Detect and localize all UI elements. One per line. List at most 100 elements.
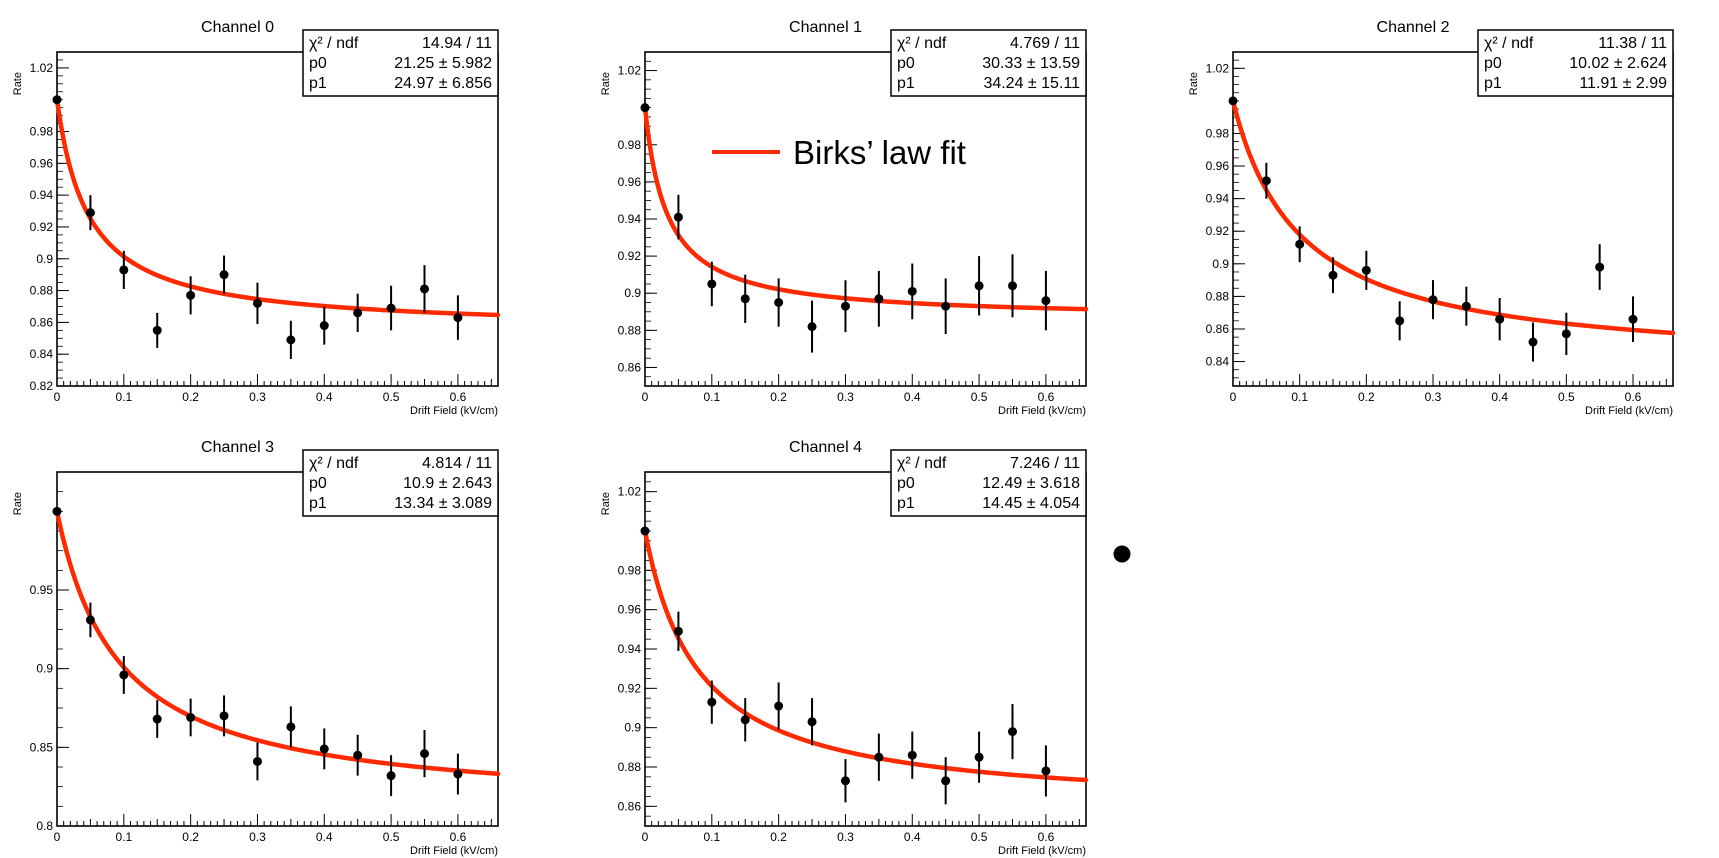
data-point bbox=[52, 95, 62, 105]
data-point bbox=[1328, 257, 1338, 294]
x-tick-label: 0.5 bbox=[971, 390, 988, 404]
stats-label: p1 bbox=[897, 495, 915, 512]
y-tick-label: 0.96 bbox=[618, 175, 642, 189]
data-point bbox=[673, 194, 683, 240]
stats-label: p0 bbox=[1484, 55, 1502, 72]
point-marker bbox=[186, 290, 196, 300]
y-tick-label: 0.85 bbox=[30, 740, 54, 754]
point-marker bbox=[1461, 301, 1471, 311]
x-tick-label: 0.6 bbox=[450, 830, 467, 844]
data-point bbox=[1041, 745, 1051, 797]
stats-label: χ² / ndf bbox=[1484, 35, 1534, 52]
x-tick-label: 0.3 bbox=[837, 390, 854, 404]
stats-value: 30.33 ± 13.59 bbox=[982, 55, 1080, 72]
chart-panel-1: Channel 1 Rate Drift Field (kV/cm) 0 0.1 0.2 0… bbox=[600, 19, 1089, 417]
y-axis-label: Rate bbox=[600, 492, 612, 515]
stats-label: χ² / ndf bbox=[309, 455, 359, 472]
data-point bbox=[941, 757, 951, 805]
fit-curve bbox=[54, 509, 501, 777]
data-point bbox=[974, 256, 984, 316]
stats-label: p1 bbox=[309, 495, 327, 512]
y-tick-label: 0.98 bbox=[618, 563, 642, 577]
y-tick-label: 0.94 bbox=[1206, 192, 1230, 206]
data-point bbox=[319, 728, 329, 770]
data-point bbox=[774, 278, 784, 327]
point-marker bbox=[453, 313, 463, 323]
point-marker bbox=[840, 301, 850, 311]
x-tick-label: 0.2 bbox=[770, 390, 787, 404]
point-marker bbox=[807, 717, 817, 727]
point-marker bbox=[286, 722, 296, 732]
y-tick-label: 0.92 bbox=[618, 681, 642, 695]
data-point bbox=[85, 195, 95, 231]
data-point bbox=[85, 602, 95, 638]
y-tick-label: 0.98 bbox=[1206, 126, 1230, 140]
y-tick-label: 0.96 bbox=[1206, 159, 1230, 173]
point-marker bbox=[1561, 329, 1571, 339]
point-marker bbox=[319, 321, 329, 331]
point-marker bbox=[707, 697, 717, 707]
x-tick-label: 0 bbox=[54, 390, 61, 404]
y-tick-label: 0.94 bbox=[618, 642, 642, 656]
point-marker bbox=[1428, 295, 1438, 305]
y-tick-label: 0.98 bbox=[30, 125, 54, 139]
y-tick-label: 0.88 bbox=[30, 284, 54, 298]
x-tick-label: 0.2 bbox=[770, 830, 787, 844]
x-tick-label: 0.3 bbox=[249, 390, 266, 404]
fit-stats-box: χ² / ndf 7.246 / 11 p0 12.49 ± 3.618 p1 14.45… bbox=[890, 449, 1087, 517]
stats-value: 10.02 ± 2.624 bbox=[1569, 55, 1667, 72]
stats-frame bbox=[890, 449, 1087, 517]
stats-frame bbox=[302, 29, 499, 97]
data-point bbox=[774, 682, 784, 730]
point-marker bbox=[319, 744, 329, 754]
stray-marker bbox=[1113, 545, 1131, 563]
plot-frame bbox=[56, 51, 499, 387]
x-tick-label: 0.2 bbox=[182, 830, 199, 844]
stats-label: χ² / ndf bbox=[309, 35, 359, 52]
x-tick-label: 0.5 bbox=[383, 830, 400, 844]
data-point bbox=[286, 706, 296, 748]
y-tick-label: 1.02 bbox=[30, 61, 54, 75]
chart-title: Channel 0 bbox=[201, 19, 274, 36]
data-point bbox=[907, 263, 917, 320]
point-marker bbox=[640, 526, 650, 536]
data-point bbox=[420, 730, 429, 778]
stats-frame bbox=[1477, 29, 1674, 97]
x-tick-label: 0 bbox=[54, 830, 61, 844]
point-marker bbox=[219, 270, 229, 280]
x-tick-label: 0.6 bbox=[450, 390, 467, 404]
x-tick-label: 0.4 bbox=[904, 390, 921, 404]
point-marker bbox=[707, 279, 717, 289]
x-tick-label: 0.4 bbox=[904, 830, 921, 844]
y-tick-label: 0.82 bbox=[30, 379, 54, 393]
point-marker bbox=[640, 103, 650, 113]
y-tick-label: 0.9 bbox=[36, 662, 53, 676]
data-point bbox=[740, 698, 750, 742]
point-marker bbox=[1328, 270, 1338, 280]
data-point bbox=[1628, 296, 1638, 343]
point-marker bbox=[186, 712, 196, 722]
point-marker bbox=[353, 308, 363, 318]
stats-label: χ² / ndf bbox=[897, 455, 947, 472]
stats-value: 34.24 ± 15.11 bbox=[983, 75, 1080, 92]
stats-value: 12.49 ± 3.618 bbox=[982, 475, 1080, 492]
x-tick-label: 0.2 bbox=[1358, 390, 1375, 404]
data-point bbox=[640, 103, 650, 113]
x-axis-label: Drift Field (kV/cm) bbox=[1585, 405, 1673, 417]
chart-title: Channel 3 bbox=[201, 439, 274, 456]
point-marker bbox=[152, 325, 162, 335]
point-marker bbox=[1361, 265, 1371, 275]
data-point bbox=[152, 312, 162, 348]
data-point bbox=[1595, 244, 1605, 290]
y-axis-label: Rate bbox=[12, 72, 24, 95]
point-marker bbox=[941, 301, 951, 311]
data-point bbox=[453, 753, 463, 795]
y-tick-label: 0.88 bbox=[618, 323, 642, 337]
y-tick-label: 0.86 bbox=[30, 315, 54, 329]
x-tick-label: 0.4 bbox=[1491, 390, 1508, 404]
data-point bbox=[840, 759, 850, 803]
data-point bbox=[807, 698, 817, 746]
x-tick-label: 0.1 bbox=[1291, 390, 1308, 404]
stats-value: 4.769 / 11 bbox=[1010, 35, 1080, 52]
point-marker bbox=[941, 776, 951, 786]
